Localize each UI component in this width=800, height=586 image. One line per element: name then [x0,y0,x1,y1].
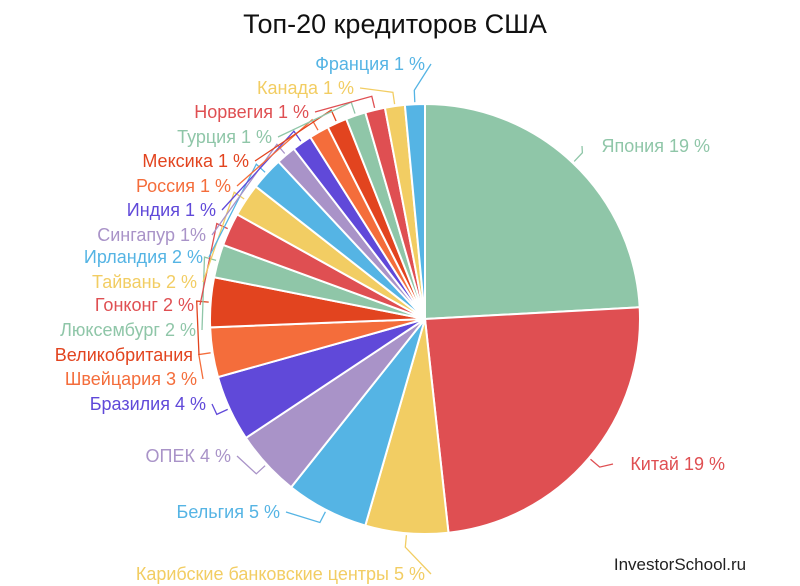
leader-line [359,87,396,105]
pie-slice [423,306,642,534]
leader-line [211,143,286,236]
leader-line [314,95,376,113]
leader-line [236,118,319,187]
leader-line [590,458,614,468]
slice-label: Ирландия 2 % [84,247,203,267]
leader-line [573,145,584,162]
pie-slice [403,102,426,320]
slice-label: Мексика 1 % [142,151,249,171]
slice-label: Бразилия 4 % [90,394,206,414]
leader-line [211,403,228,416]
leader-line [404,535,432,575]
leader-line [254,109,337,162]
slice-label: Швейцария 3 % [65,369,197,389]
slice-label: Индия 1 % [127,200,216,220]
leader-line [236,455,266,475]
leader-line [202,191,245,283]
leader-line [413,63,432,103]
slice-label: Китай 19 % [630,454,725,474]
leader-lines [196,63,614,575]
slice-label: Канада 1 % [257,78,354,98]
slice-label: Норвегия 1 % [194,102,309,122]
slice-label: Франция 1 % [315,54,425,74]
leader-line [198,352,211,380]
slice-label: Россия 1 % [136,176,231,196]
slice-label: Гонконг 2 % [95,295,194,315]
leader-line [196,300,209,356]
slice-label: Турция 1 % [177,127,272,147]
pie-slices [209,102,642,535]
slice-label: Япония 19 % [601,136,710,156]
slice-label: Сингапур 1% [97,225,206,245]
slice-labels: Япония 19 % Китай 19 % Карибские банковски… [55,54,725,584]
slice-label: Люксембург 2 % [60,320,196,340]
slice-label: Бельгия 5 % [177,502,281,522]
slice-label: Тайвань 2 % [92,272,197,292]
leader-line [221,130,302,211]
chart-title: Топ-20 кредиторов США [243,9,547,39]
slice-label: Карибские банковские центры 5 % [136,564,425,584]
leader-line [201,256,217,331]
leader-line [208,163,266,258]
pie-slice [424,102,641,321]
slice-label: Великобритания [55,345,193,365]
leader-line [285,511,326,524]
slice-label: ОПЕК 4 % [146,446,231,466]
watermark: InvestorSchool.ru [614,555,746,574]
